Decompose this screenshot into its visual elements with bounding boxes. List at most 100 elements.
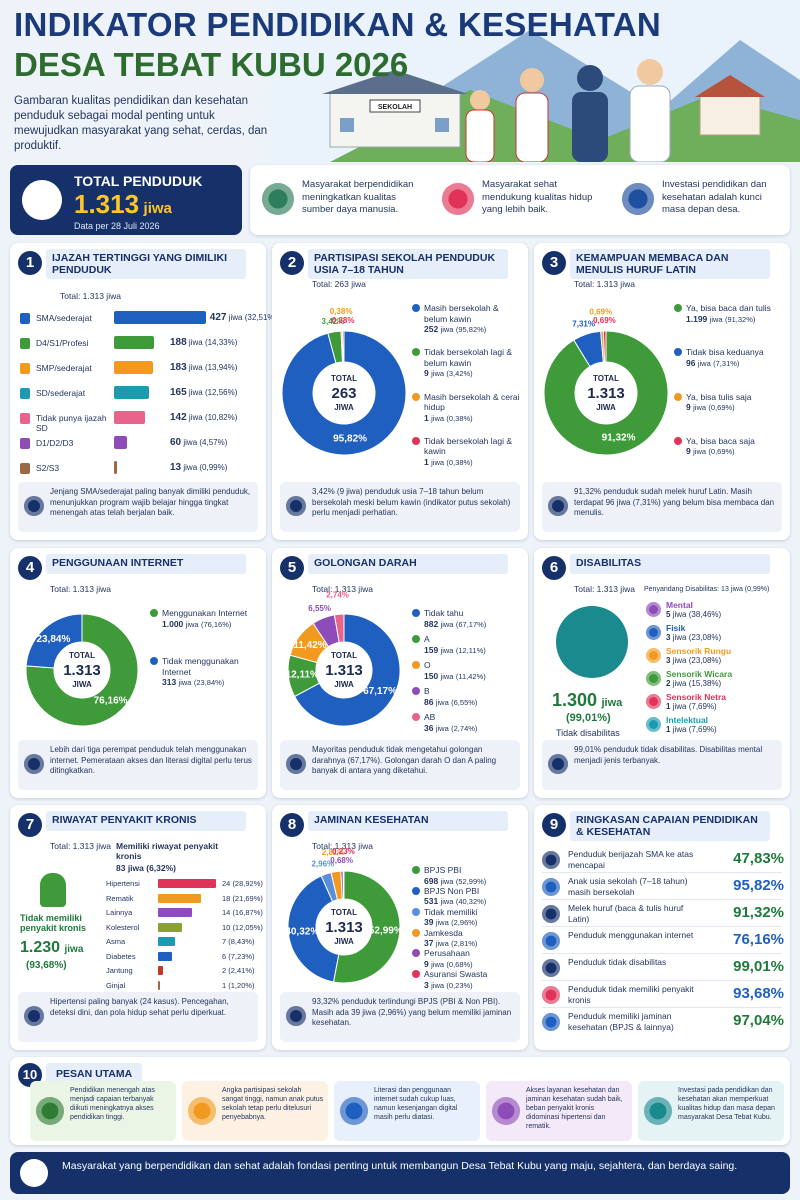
icon — [20, 1159, 48, 1187]
legend-percent: (0,38%) — [446, 457, 473, 467]
panel-total: Total: 263 jiwa — [312, 279, 366, 289]
panel-title: JAMINAN KESEHATAN — [308, 811, 508, 831]
note-text: Hipertensi paling banyak (24 kasus). Pen… — [50, 997, 229, 1017]
center-label: TOTAL — [331, 908, 357, 917]
legend-unit: jiwa — [185, 619, 199, 629]
panel: 9 RINGKASAN CAPAIAN PENDIDIKAN & KESEHATA… — [534, 805, 790, 1050]
panel-title: KEMAMPUAN MEMBACA DAN MENULIS HURUF LATI… — [570, 249, 770, 279]
total-number: 1.313 — [74, 189, 140, 219]
legend-unit: jiwa — [693, 403, 707, 412]
divider — [542, 872, 782, 873]
bar-unit: jiwa — [228, 313, 243, 322]
legend-unit: jiwa — [431, 457, 445, 467]
bar-count: 10 — [222, 922, 231, 932]
bar-percent: (14,33%) — [204, 338, 238, 347]
panel: 1 IJAZAH TERTINGGI YANG DIMILIKI PENDUDUK… — [10, 243, 277, 540]
legend-count: 37 — [424, 938, 434, 948]
item-percent: (38,46%) — [688, 610, 722, 619]
item-icon — [20, 463, 30, 474]
panel-title: IJAZAH TERTINGGI YANG DIMILIKI PENDUDUK — [46, 249, 246, 279]
legend-swatch — [150, 609, 158, 617]
panel: 4 PENGGUNAAN INTERNET Total: 1.313 jiwa 76,… — [10, 548, 266, 798]
bar-value: 2 (2,41%) — [222, 966, 255, 975]
legend-item: Asuransi Swasta 3 jiwa (0,23%) — [412, 969, 522, 991]
legend-count: 9 — [686, 402, 691, 412]
panel-total: Total: 1.313 jiwa — [50, 584, 111, 594]
note-text: 99,01% penduduk tidak disabilitas. Disab… — [574, 745, 763, 765]
note-box: Hipertensi paling banyak (24 kasus). Pen… — [18, 992, 258, 1042]
bar — [114, 361, 154, 374]
panel-title: DISABILITAS — [570, 554, 770, 574]
legend-label: AB — [424, 712, 436, 722]
bar-unit: jiwa — [183, 438, 198, 447]
legend-swatch — [674, 436, 682, 445]
slice-label: 91,32% — [602, 432, 636, 443]
summary-label: Melek huruf (baca & tulis huruf Latin) — [568, 903, 684, 924]
legend-swatch — [412, 907, 420, 916]
center-label: TOTAL — [331, 651, 357, 660]
note-text: Lebih dari tiga perempat penduduk telah … — [50, 745, 252, 775]
slice-label: 0,69% — [589, 307, 612, 316]
main-percent: (93,68%) — [26, 960, 67, 971]
legend-value: 1 jiwa (0,38%) — [424, 457, 522, 469]
legend-count: 313 — [162, 677, 177, 687]
footer-text: Masyarakat yang berpendidikan dan sehat … — [62, 1160, 738, 1172]
legend-label: O — [424, 660, 431, 670]
panel-total: Total: 1.313 jiwa — [312, 841, 373, 851]
icon — [286, 754, 306, 774]
donut-slice — [287, 875, 340, 983]
legend-label: Ya, bisa baca saja — [686, 435, 755, 446]
slice-label: 76,16% — [94, 695, 128, 706]
center-unit: JIWA — [72, 680, 92, 689]
legend-item: Ya, bisa tulis saja 9 jiwa (0,69%) — [674, 392, 784, 414]
icon — [262, 183, 294, 215]
legend-count: 1.000 — [162, 618, 184, 629]
legend-value: 159 jiwa (12,11%) — [424, 645, 522, 657]
icon — [542, 905, 560, 923]
item-label: Hipertensi — [106, 879, 140, 888]
panel-number: 2 — [280, 251, 304, 275]
item-label: D1/D2/D3 — [36, 438, 74, 448]
summary-label: Penduduk menggunakan internet — [568, 930, 694, 940]
center-value: 263 — [331, 385, 356, 402]
summary-value: 91,32% — [733, 904, 784, 921]
note-box: 3,42% (9 jiwa) penduduk usia 7–18 tahun … — [280, 482, 520, 532]
divider — [542, 953, 782, 954]
legend-percent: (11,42%) — [455, 671, 486, 681]
bar — [114, 411, 145, 424]
legend-unit: jiwa — [440, 876, 454, 886]
list-title: Memiliki riwayat penyakit kronis — [116, 841, 219, 861]
center-value: 1.313 — [325, 662, 363, 679]
legend-unit: jiwa — [697, 358, 711, 368]
legend-label: Tidak tahu — [424, 608, 464, 618]
person-body — [465, 109, 495, 162]
legend-unit: jiwa — [440, 325, 454, 334]
legend-value: 1 jiwa (0,38%) — [424, 413, 522, 425]
summary-value: 97,04% — [733, 1012, 784, 1029]
center-value: 1.313 — [63, 662, 101, 679]
main-value: 1.300 jiwa — [552, 690, 622, 711]
bar-percent: (4,57%) — [199, 438, 228, 447]
legend-swatch — [412, 392, 420, 401]
legend-label: Tidak bersekolah lagi & kawin — [424, 435, 513, 457]
bar-count: 13 — [170, 462, 182, 473]
panel-title: GOLONGAN DARAH — [308, 554, 508, 574]
panel-number: 4 — [18, 556, 42, 580]
icon — [286, 496, 306, 516]
message-text: Akses layanan kesehatan dan jaminan kese… — [526, 1087, 623, 1130]
legend-label: Jamkesda — [424, 927, 463, 938]
panel: 3 KEMAMPUAN MEMBACA DAN MENULIS HURUF LAT… — [534, 243, 790, 540]
icon — [286, 1006, 306, 1026]
message-card: Pendidikan menengah atas menjadi capaian… — [30, 1081, 176, 1141]
legend-swatch — [412, 304, 420, 312]
panel-title: PARTISIPASI SEKOLAH PENDUDUK USIA 7–18 T… — [308, 249, 508, 279]
panel: 8 JAMINAN KESEHATAN Total: 1.313 jiwa 52,99… — [272, 805, 528, 1050]
legend-value: 150 jiwa (11,42%) — [424, 671, 522, 683]
item-icon — [20, 438, 30, 449]
legend-value: 96 jiwa (7,31%) — [686, 358, 784, 370]
wheelchair-icon — [556, 606, 628, 678]
divider — [542, 1007, 782, 1008]
icon — [442, 183, 474, 215]
legend-unit: jiwa — [431, 959, 445, 969]
legend-label: Ya, bisa tulis saja — [686, 391, 752, 402]
